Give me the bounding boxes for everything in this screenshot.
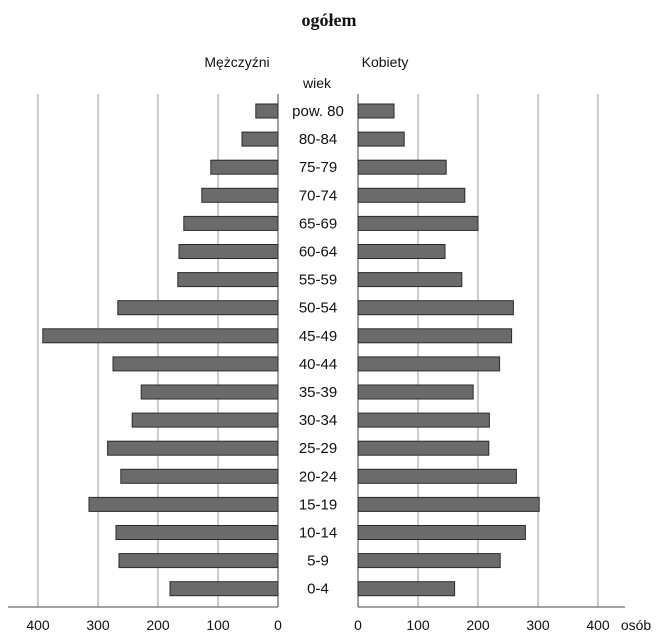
bar-male-0-4 [169, 581, 279, 597]
bar-male-55-59 [177, 272, 279, 288]
bar-male-70-74 [201, 187, 279, 203]
age-label-20-24: 20-24 [299, 468, 337, 485]
bar-male-25-29 [107, 440, 279, 456]
x-axis: 400 300 200 100 0 0 100 200 300 400 [8, 606, 625, 633]
age-labels: pow. 80 80-84 75-79 70-74 65-69 60-64 55-59 50-… [292, 103, 344, 598]
age-label-65-69: 65-69 [299, 215, 337, 232]
bar-male-35-39 [140, 384, 279, 400]
bar-female-20-24 [357, 468, 517, 484]
age-label-55-59: 55-59 [299, 272, 337, 289]
age-label-45-49: 45-49 [299, 328, 337, 345]
bar-female-40-44 [357, 356, 501, 372]
bars [42, 103, 540, 597]
bar-female-50-54 [357, 300, 514, 316]
bar-male-75-79 [210, 159, 279, 175]
bar-female-45-49 [357, 328, 513, 344]
bar-female-10-14 [357, 525, 526, 540]
age-label-30-34: 30-34 [299, 412, 337, 429]
bar-male-20-24 [120, 468, 279, 484]
category-header: wiek [302, 75, 332, 91]
left-series-label: Mężczyźni [204, 54, 269, 70]
bar-male-15-19 [88, 496, 279, 512]
tick-label-left-300: 300 [86, 617, 110, 633]
age-label-15-19: 15-19 [299, 496, 337, 513]
age-label-0-4: 0-4 [307, 581, 329, 598]
bar-female-70-74 [357, 187, 466, 203]
tick-label-left-400: 400 [26, 617, 50, 633]
tick-label-left-100: 100 [206, 617, 230, 633]
age-label-50-54: 50-54 [299, 300, 337, 317]
tick-label-left-200: 200 [146, 617, 170, 633]
age-label-80-84: 80-84 [299, 131, 337, 148]
bar-female-65-69 [357, 215, 479, 231]
tick-label-right-300: 300 [526, 617, 550, 633]
chart-title: ogółem [302, 10, 357, 30]
age-label-5-9: 5-9 [307, 553, 329, 570]
right-series-label: Kobiety [362, 54, 409, 70]
bar-female-55-59 [357, 272, 463, 288]
bar-male-45-49 [42, 328, 279, 344]
bar-male-50-54 [117, 300, 279, 316]
bar-female-30-34 [357, 412, 490, 428]
age-label-35-39: 35-39 [299, 384, 337, 401]
bar-male-pow. 80 [255, 103, 279, 119]
bar-female-pow. 80 [357, 103, 395, 119]
tick-label-right-200: 200 [466, 617, 490, 633]
bar-male-10-14 [115, 525, 279, 540]
bar-male-80-84 [241, 131, 279, 147]
tick-label-right-400: 400 [586, 617, 610, 633]
bar-male-5-9 [118, 553, 279, 569]
bar-female-35-39 [357, 384, 474, 400]
age-label-25-29: 25-29 [299, 440, 337, 457]
bar-male-40-44 [112, 356, 279, 372]
x-axis-unit: osób [621, 617, 652, 633]
age-label-60-64: 60-64 [299, 244, 337, 261]
tick-label-right-100: 100 [406, 617, 430, 633]
age-label-40-44: 40-44 [299, 356, 337, 373]
bar-female-60-64 [357, 244, 446, 259]
bar-male-65-69 [183, 215, 279, 231]
bar-male-60-64 [178, 244, 279, 259]
bar-female-80-84 [357, 131, 405, 147]
tick-label-right-0: 0 [354, 617, 362, 633]
age-label-75-79: 75-79 [299, 159, 337, 176]
age-label-pow. 80: pow. 80 [292, 103, 344, 120]
tick-label-left-0: 0 [274, 617, 282, 633]
bar-female-15-19 [357, 496, 540, 512]
bar-male-30-34 [131, 412, 279, 428]
age-label-70-74: 70-74 [299, 187, 337, 204]
age-label-10-14: 10-14 [299, 525, 337, 542]
bar-female-5-9 [357, 553, 501, 569]
grid-lines [37, 94, 599, 607]
bar-female-0-4 [357, 581, 456, 597]
bar-female-75-79 [357, 159, 447, 175]
bar-female-25-29 [357, 440, 490, 456]
